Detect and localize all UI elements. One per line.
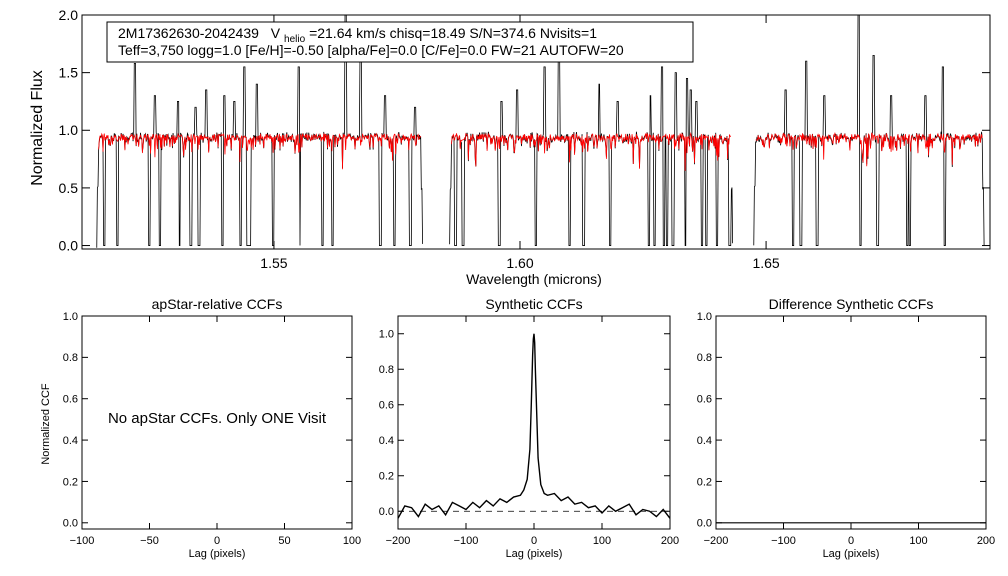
difference-x-tick-label: 100 xyxy=(909,535,927,547)
difference-plot-frame xyxy=(715,315,987,530)
annotation-v-symbol: V xyxy=(271,25,281,41)
synthetic-spectrum-line xyxy=(755,131,983,167)
synthetic-spectrum-line xyxy=(451,131,732,171)
spectrum-x-tick-label: 1.55 xyxy=(260,255,287,271)
difference-x-tick-label: −100 xyxy=(771,535,796,547)
synthetic-y-tick-label: 0.0 xyxy=(379,506,394,518)
spectrum-plot-frame xyxy=(81,14,991,250)
synthetic-x-tick-label: 200 xyxy=(661,535,679,547)
apstar-ccf-panel: apStar-relative CCFs −100 −50 0 50 100 0.0 0.2… xyxy=(40,296,361,560)
apstar-y-tick-label: 0.6 xyxy=(63,394,78,406)
spectrum-x-tick-label: 1.60 xyxy=(506,255,533,271)
spectrum-axes: 1.55 1.60 1.65 0.0 0.5 1.0 1.5 2.0 xyxy=(59,7,990,271)
spectrum-y-tick-label: 0.5 xyxy=(59,180,79,196)
difference-y-tick-label: 0.8 xyxy=(697,352,712,364)
synthetic-axes: −200 −100 0 100 200 0.0 0.2 0.4 0.6 0.8 1.0 xyxy=(379,316,679,547)
spectrum-x-axis-label: Wavelength (microns) xyxy=(466,271,602,287)
spectrum-y-tick-label: 1.0 xyxy=(59,122,79,138)
apstar-y-tick-label: 0.2 xyxy=(63,476,78,488)
spectrum-annotation-line1: 2M17362630-2042439 V helio =21.64 km/s c… xyxy=(118,25,597,45)
apstar-y-tick-label: 0.8 xyxy=(63,352,78,364)
synthetic-ccf-line xyxy=(397,333,671,519)
difference-y-tick-label: 0.0 xyxy=(697,518,712,530)
difference-x-axis-label: Lag (pixels) xyxy=(823,548,880,560)
spectrum-y-tick-label: 1.5 xyxy=(59,65,79,81)
synthetic-y-tick-label: 0.2 xyxy=(379,471,394,483)
apstar-y-axis-label: Normalized CCF xyxy=(40,383,52,465)
synthetic-spectrum-line xyxy=(98,132,422,170)
difference-y-tick-label: 1.0 xyxy=(697,311,712,323)
spectrum-panel: 1.55 1.60 1.65 0.0 0.5 1.0 1.5 2.0 Normalized F… xyxy=(29,7,991,287)
spectrum-series xyxy=(96,14,985,248)
apstar-x-axis-label: Lag (pixels) xyxy=(189,548,246,560)
annotation-line1-values: =21.64 km/s chisq=18.49 S/N=374.6 Nvisit… xyxy=(309,25,597,41)
apstar-x-tick-label: 100 xyxy=(343,535,361,547)
difference-x-tick-label: −200 xyxy=(704,535,729,547)
apstar-x-tick-label: −50 xyxy=(140,535,159,547)
synthetic-y-tick-label: 0.4 xyxy=(379,435,394,447)
apstar-x-tick-label: 0 xyxy=(214,535,220,547)
synthetic-y-tick-label: 0.6 xyxy=(379,400,394,412)
spectrum-y-tick-label: 2.0 xyxy=(59,7,79,23)
apstar-no-data-message: No apStar CCFs. Only ONE Visit xyxy=(108,410,327,427)
synthetic-x-tick-label: 0 xyxy=(531,535,537,547)
difference-y-tick-label: 0.2 xyxy=(697,476,712,488)
apstar-axes: −100 −50 0 50 100 0.0 0.2 0.4 0.6 0.8 1.0 xyxy=(63,311,361,547)
synthetic-x-axis-label: Lag (pixels) xyxy=(506,548,563,560)
synthetic-y-tick-label: 1.0 xyxy=(379,329,394,341)
difference-y-tick-label: 0.4 xyxy=(697,435,712,447)
annotation-v-subscript: helio xyxy=(284,34,306,45)
apstar-panel-title: apStar-relative CCFs xyxy=(152,296,283,312)
spectrum-y-tick-label: 0.0 xyxy=(59,237,79,253)
apstar-y-tick-label: 1.0 xyxy=(63,311,78,323)
difference-ccf-panel: Difference Synthetic CCFs −200 −100 0 100 20… xyxy=(697,296,995,560)
spectrum-annotation-box xyxy=(106,21,694,63)
synthetic-x-tick-label: 100 xyxy=(593,535,611,547)
apstar-y-tick-label: 0.4 xyxy=(63,435,78,447)
observed-spectrum-line xyxy=(449,43,734,246)
synthetic-x-tick-label: −100 xyxy=(454,535,479,547)
difference-x-tick-label: 0 xyxy=(848,535,854,547)
synthetic-ccf-panel: Synthetic CCFs −200 −100 0 100 200 0.0 0.2 0.4 0… xyxy=(379,296,679,560)
apstar-x-tick-label: 50 xyxy=(278,535,290,547)
difference-panel-title: Difference Synthetic CCFs xyxy=(769,296,934,312)
apstar-x-tick-label: −100 xyxy=(70,535,95,547)
spectrum-annotation-line2: Teff=3,750 logg=1.0 [Fe/H]=-0.50 [alpha/… xyxy=(118,42,624,58)
difference-x-tick-label: 200 xyxy=(977,535,995,547)
synthetic-plot-frame xyxy=(397,315,671,530)
observed-spectrum-line xyxy=(753,14,985,246)
synthetic-panel-title: Synthetic CCFs xyxy=(485,296,582,312)
apstar-y-tick-label: 0.0 xyxy=(63,518,78,530)
synthetic-y-tick-label: 0.8 xyxy=(379,364,394,376)
spectrum-x-tick-label: 1.65 xyxy=(752,255,779,271)
difference-y-tick-label: 0.6 xyxy=(697,394,712,406)
difference-axes: −200 −100 0 100 200 0.0 0.2 0.4 0.6 0.8 1.0 xyxy=(697,311,995,547)
spectrum-y-axis-label: Normalized Flux xyxy=(29,70,46,186)
synthetic-x-tick-label: −200 xyxy=(386,535,411,547)
synthetic-ccf-series xyxy=(397,333,671,519)
annotation-star-id: 2M17362630-2042439 xyxy=(118,25,259,41)
